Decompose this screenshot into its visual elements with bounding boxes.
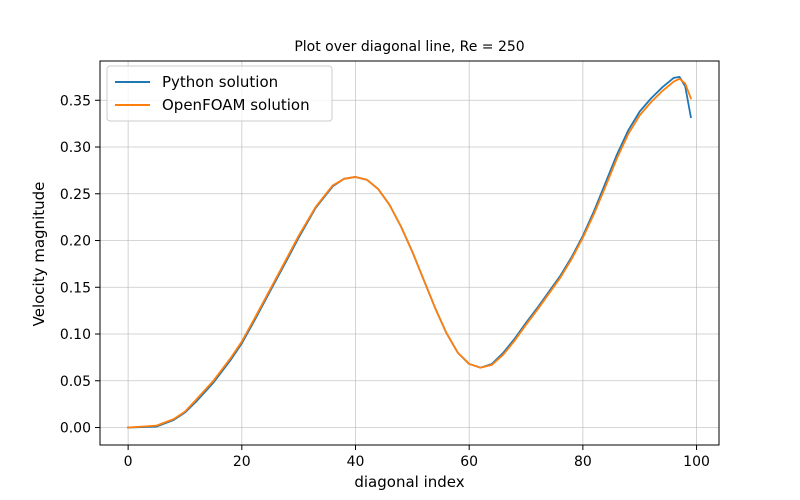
y-tick-label: 0.20 [60, 234, 91, 250]
x-tick-label: 60 [460, 454, 478, 470]
series-lines [127, 75, 693, 429]
y-axis-ticks: 0.00 0.05 0.10 0.15 0.20 0.25 0.30 0.35 [60, 93, 100, 437]
x-axis-label: diagonal index [354, 473, 464, 491]
legend: Python solution OpenFOAM solution [106, 65, 333, 122]
legend-label-1: Python solution [162, 73, 278, 91]
x-tick-label: 40 [347, 454, 365, 470]
x-axis-ticks: 0 20 40 60 80 100 [124, 445, 710, 470]
series-line-2 [127, 77, 693, 429]
y-tick-label: 0.15 [60, 280, 91, 296]
legend-box [106, 65, 333, 122]
x-tick-label: 80 [574, 454, 592, 470]
y-axis-label: Velocity magnitude [30, 182, 48, 327]
legend-label-2: OpenFOAM solution [162, 96, 310, 114]
y-tick-label: 0.05 [60, 374, 91, 390]
y-tick-label: 0.00 [60, 421, 91, 437]
series-line-1 [127, 75, 692, 429]
grid-lines [100, 61, 719, 445]
y-tick-label: 0.10 [60, 327, 91, 343]
x-tick-label: 20 [233, 454, 251, 470]
y-tick-label: 0.25 [60, 187, 91, 203]
y-tick-label: 0.35 [60, 93, 91, 109]
y-tick-label: 0.30 [60, 140, 91, 156]
x-tick-label: 0 [124, 454, 133, 470]
x-tick-label: 100 [683, 454, 710, 470]
chart-title: Plot over diagonal line, Re = 250 [294, 39, 524, 55]
plot-frame [99, 60, 720, 446]
